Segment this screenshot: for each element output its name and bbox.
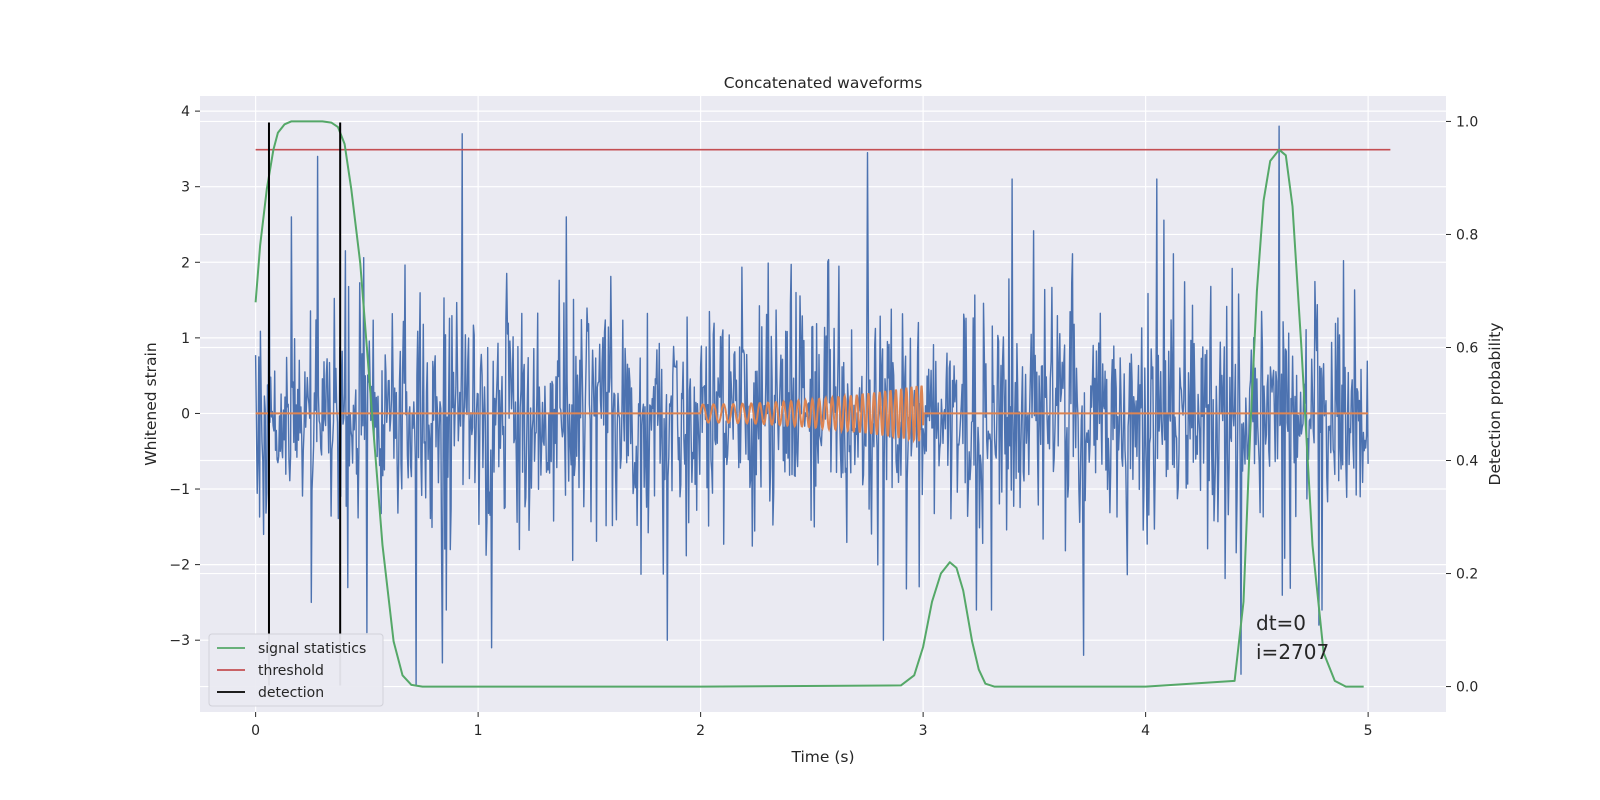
legend-box bbox=[208, 633, 384, 707]
ticks: 0 1 2 3 4 5 −3 −2 −1 0 1 2 3 4 0.0 0.2 0.4 0.6 0.8 1.0 bbox=[169, 104, 1478, 739]
x-tick-label: 2 bbox=[696, 723, 705, 739]
legend-label-detection: detection bbox=[258, 685, 324, 701]
y-tick-label: 4 bbox=[181, 104, 190, 120]
y-tick-label: −2 bbox=[169, 558, 190, 574]
annotation-i: i=2707 bbox=[1256, 640, 1329, 664]
x-axis-label: Time (s) bbox=[790, 748, 854, 766]
y-axis-label: Whitened strain bbox=[142, 342, 160, 465]
x-tick-label: 4 bbox=[1141, 723, 1150, 739]
y-tick-label: −1 bbox=[169, 482, 190, 498]
y2-tick-label: 0.8 bbox=[1456, 227, 1478, 243]
annotation-dt: dt=0 bbox=[1256, 611, 1306, 635]
legend-label-signal: signal statistics bbox=[258, 641, 366, 657]
y-tick-label: 3 bbox=[181, 180, 190, 196]
x-tick-label: 0 bbox=[251, 723, 260, 739]
y-tick-label: 1 bbox=[181, 331, 190, 347]
y-tick-label: −3 bbox=[169, 633, 190, 649]
y2-tick-label: 0.6 bbox=[1456, 340, 1478, 356]
series-layer bbox=[254, 120, 1391, 688]
chart-title: Concatenated waveforms bbox=[724, 74, 923, 92]
y2-tick-label: 0.4 bbox=[1456, 454, 1478, 470]
y2-tick-label: 1.0 bbox=[1456, 114, 1478, 130]
x-tick-label: 5 bbox=[1364, 723, 1373, 739]
series-chirp-line bbox=[255, 385, 1369, 444]
signal-statistics-line bbox=[254, 120, 1364, 688]
x-tick-label: 1 bbox=[474, 723, 483, 739]
y2-tick-label: 0.2 bbox=[1456, 567, 1478, 583]
legend: signal statistics threshold detection bbox=[208, 633, 384, 707]
y2-tick-label: 0.0 bbox=[1456, 680, 1478, 696]
y-tick-label: 2 bbox=[181, 255, 190, 271]
y2-axis-label: Detection probability bbox=[1486, 323, 1504, 486]
legend-label-threshold: threshold bbox=[258, 663, 324, 679]
y-tick-label: 0 bbox=[181, 406, 190, 422]
x-tick-label: 3 bbox=[919, 723, 928, 739]
